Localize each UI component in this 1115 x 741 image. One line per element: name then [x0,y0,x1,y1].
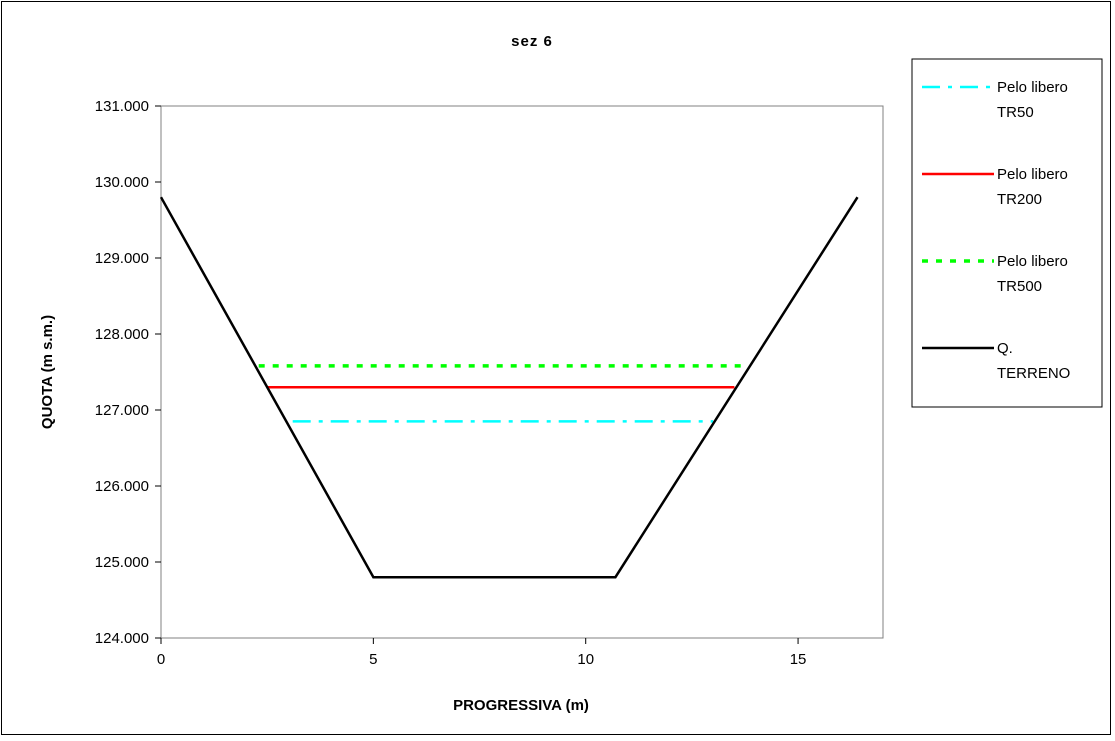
legend-label-3: TR500 [997,278,1042,295]
x-tick-label: 15 [790,651,807,668]
plot-area [160,105,884,639]
y-tick-label: 130.000 [95,174,149,191]
x-axis-title: PROGRESSIVA (m) [453,697,589,714]
x-tick-label: 10 [577,651,594,668]
y-tick-label: 128.000 [95,326,149,343]
x-tick-label: 5 [369,651,377,668]
y-axis-title: QUOTA (m s.m.) [39,315,56,429]
chart-title: sez 6 [511,33,553,50]
series-line-4 [159,196,859,579]
series-layer [159,196,859,579]
x-tick-label: 0 [157,651,165,668]
legend-label-2: Pelo libero [997,166,1068,183]
legend-label-2: TR200 [997,191,1042,208]
x-axis: 0 5 10 15 [157,638,807,668]
legend-label-4: TERRENO [997,365,1070,382]
y-tick-label: 125.000 [95,554,149,571]
y-tick-label: 127.000 [95,402,149,419]
y-tick-label: 129.000 [95,250,149,267]
legend-label-1: TR50 [997,104,1034,121]
legend: Pelo libero TR50 Pelo libero TR200 Pelo libe… [922,79,1070,382]
legend-label-4: Q. [997,340,1013,357]
y-tick-label: 124.000 [95,630,149,647]
legend-label-1: Pelo libero [997,79,1068,96]
legend-label-3: Pelo libero [997,253,1068,270]
y-tick-label: 131.000 [95,98,149,115]
y-axis: 124.000 125.000 126.000 127.000 128.000 129.0… [95,98,161,647]
y-tick-label: 126.000 [95,478,149,495]
